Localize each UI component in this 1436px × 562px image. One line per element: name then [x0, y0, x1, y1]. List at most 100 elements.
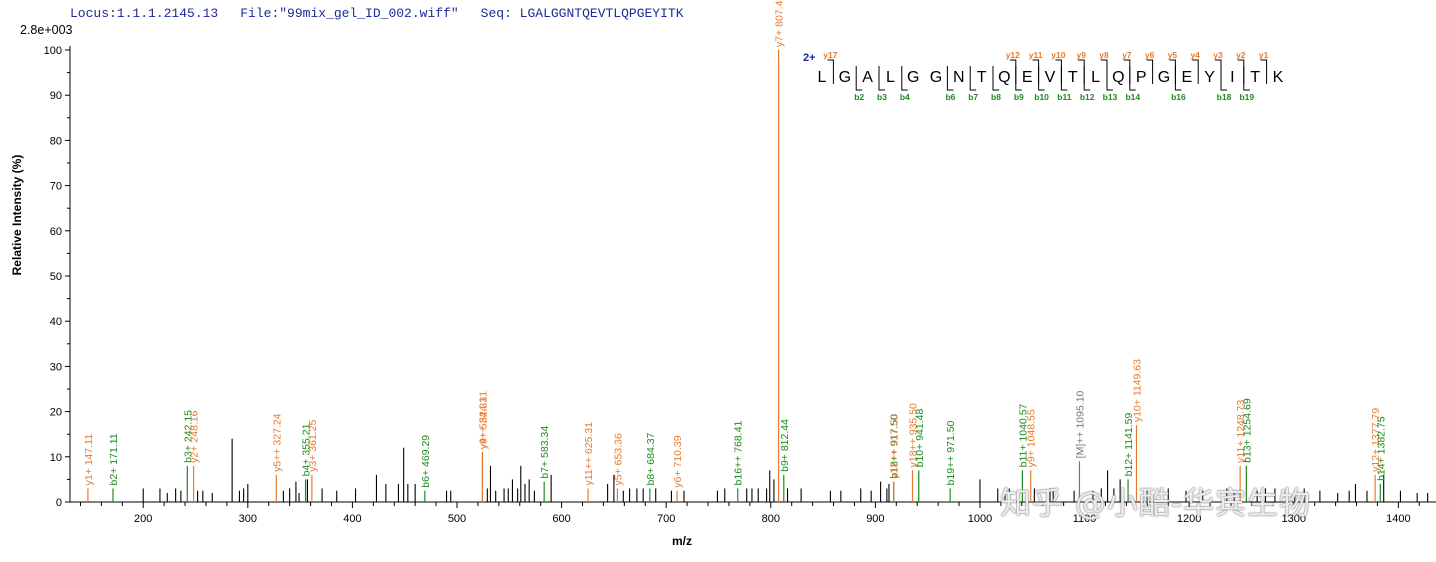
sequence-residue: L: [886, 69, 895, 86]
b-ion-bracket: [1060, 66, 1068, 91]
sequence-residue: Y: [1204, 69, 1215, 86]
b-ion-label: b7: [968, 92, 978, 102]
b-ion-label: b14: [1125, 92, 1140, 102]
watermark-text: 知乎 @小酷-华宾生物: [1000, 486, 1312, 522]
peak-label: b19++ 971.50: [945, 420, 957, 485]
y-ion-label: y9: [1076, 50, 1086, 60]
y-tick-label: 20: [50, 407, 62, 419]
b-ion-label: b16: [1171, 92, 1186, 102]
sequence-residue: G: [930, 69, 942, 86]
sequence-residue: K: [1273, 69, 1284, 86]
sequence-residue: Q: [998, 69, 1010, 86]
b-ion-bracket: [878, 66, 885, 91]
peak-label: y9+ 1048.55: [1026, 409, 1038, 467]
peak-label: b14+ 1382.75: [1375, 416, 1387, 481]
b-ion-label: b12: [1080, 92, 1095, 102]
x-tick-label: 600: [552, 513, 570, 525]
sequence-residue: T: [977, 69, 987, 86]
peak-label: b13+ 1254.69: [1241, 398, 1253, 463]
sequence-residue: I: [1230, 69, 1234, 86]
sequence-residue: P: [1136, 69, 1147, 86]
peak-label: y1+ 147.11: [83, 434, 95, 486]
y-ion-label: y5: [1168, 50, 1178, 60]
b-ion-bracket: [1038, 66, 1045, 91]
peak-label: b7+ 583.34: [539, 426, 551, 479]
sequence-residue: T: [1250, 69, 1260, 86]
x-tick-label: 1400: [1386, 513, 1410, 525]
b-ion-bracket: [992, 66, 999, 91]
b-ion-bracket: [946, 66, 954, 91]
y-ion-label: y17: [823, 50, 837, 60]
y-ion-bracket: [1192, 59, 1199, 84]
sequence-residue: E: [1181, 69, 1192, 86]
peak-label: b10+ 941.48: [914, 409, 926, 468]
peak-label: y11+ 1248.73: [1235, 400, 1247, 463]
sequence-residue: E: [1022, 69, 1033, 86]
peak-label: b16++ 768.41: [733, 420, 745, 485]
spectrum-header: Locus:1.1.1.2145.13 File:"99mix_gel_ID_00…: [70, 6, 706, 21]
peak-label: b4+ 355.21: [301, 423, 313, 476]
y-ion-bracket: [1237, 59, 1245, 84]
y-ion-label: y6: [1145, 50, 1155, 60]
peak-label: b6+ 469.29: [420, 435, 432, 488]
y-ion-bracket: [827, 59, 834, 84]
y-tick-label: 70: [50, 181, 62, 193]
y-ion-label: y4: [1190, 50, 1200, 60]
sequence-residue: Q: [1112, 69, 1124, 86]
x-tick-label: 900: [866, 513, 884, 525]
y-tick-label: 60: [50, 226, 62, 238]
b-ion-bracket: [1174, 66, 1182, 91]
y-tick-label: 50: [50, 271, 62, 283]
peak-label: y7+ 807.43: [774, 0, 786, 47]
b-ion-bracket: [1083, 66, 1091, 91]
y-ion-bracket: [1146, 59, 1154, 84]
b-ion-bracket: [1015, 66, 1022, 91]
b-ion-bracket: [1129, 66, 1136, 91]
y-tick-label: 100: [44, 45, 62, 57]
y-tick-label: 80: [50, 135, 62, 147]
b-ion-label: b10: [1034, 92, 1049, 102]
y-ion-label: y8: [1099, 50, 1109, 60]
y-tick-label: 0: [56, 497, 62, 509]
b-ion-label: b8: [991, 92, 1001, 102]
y-ion-label: y7: [1122, 50, 1132, 60]
peak-label: y4+ 524.31: [477, 397, 489, 449]
y-ion-bracket: [1055, 59, 1062, 84]
peak-label: b8+ 684.37: [645, 432, 657, 485]
y-ion-bracket: [1260, 59, 1268, 84]
peak-label: y5++ 327.24: [271, 413, 283, 472]
b-ion-bracket: [901, 66, 908, 91]
y-ion-bracket: [1009, 59, 1017, 84]
x-tick-label: 200: [134, 513, 152, 525]
peak-label: [M]++ 1095.10: [1074, 390, 1086, 458]
peak-label: y10+ 1149.63: [1131, 359, 1143, 422]
y-ion-label: y3: [1213, 50, 1223, 60]
b-ion-bracket: [1243, 66, 1250, 91]
b-ion-bracket: [969, 66, 977, 91]
peak-label: y2+ 248.16: [189, 410, 201, 462]
b-ion-label: b18: [1217, 92, 1232, 102]
y-tick-label: 40: [50, 316, 62, 328]
sequence-text: Seq: LGALGGNTQEVTLQPGEYITK: [480, 6, 684, 21]
x-tick-label: 1000: [968, 513, 992, 525]
y-tick-label: 30: [50, 361, 62, 373]
peak-label: b2+ 171.11: [108, 433, 120, 485]
locus-text: Locus:1.1.1.2145.13: [70, 6, 219, 21]
peak-label: y9++ 524.31: [477, 391, 489, 450]
x-tick-label: 800: [762, 513, 780, 525]
b-ion-label: b19: [1239, 92, 1254, 102]
sequence-residue: A: [862, 69, 873, 86]
b-ion-bracket: [855, 66, 863, 91]
y-ion-label: y12: [1006, 50, 1020, 60]
sequence-residue: G: [907, 69, 919, 86]
x-tick-label: 1200: [1177, 513, 1201, 525]
peak-label: y12+ 1377.79: [1370, 408, 1382, 472]
y-ion-bracket: [1101, 59, 1108, 84]
peak-label: b11+ 1040.57: [1017, 403, 1029, 467]
peak-label: y18++ 935.50: [908, 403, 920, 467]
y-tick-label: 10: [50, 452, 62, 464]
x-tick-label: 300: [239, 513, 257, 525]
peak-label: y3+ 361.25: [307, 419, 319, 471]
file-text: File:"99mix_gel_ID_002.wiff": [240, 6, 459, 21]
